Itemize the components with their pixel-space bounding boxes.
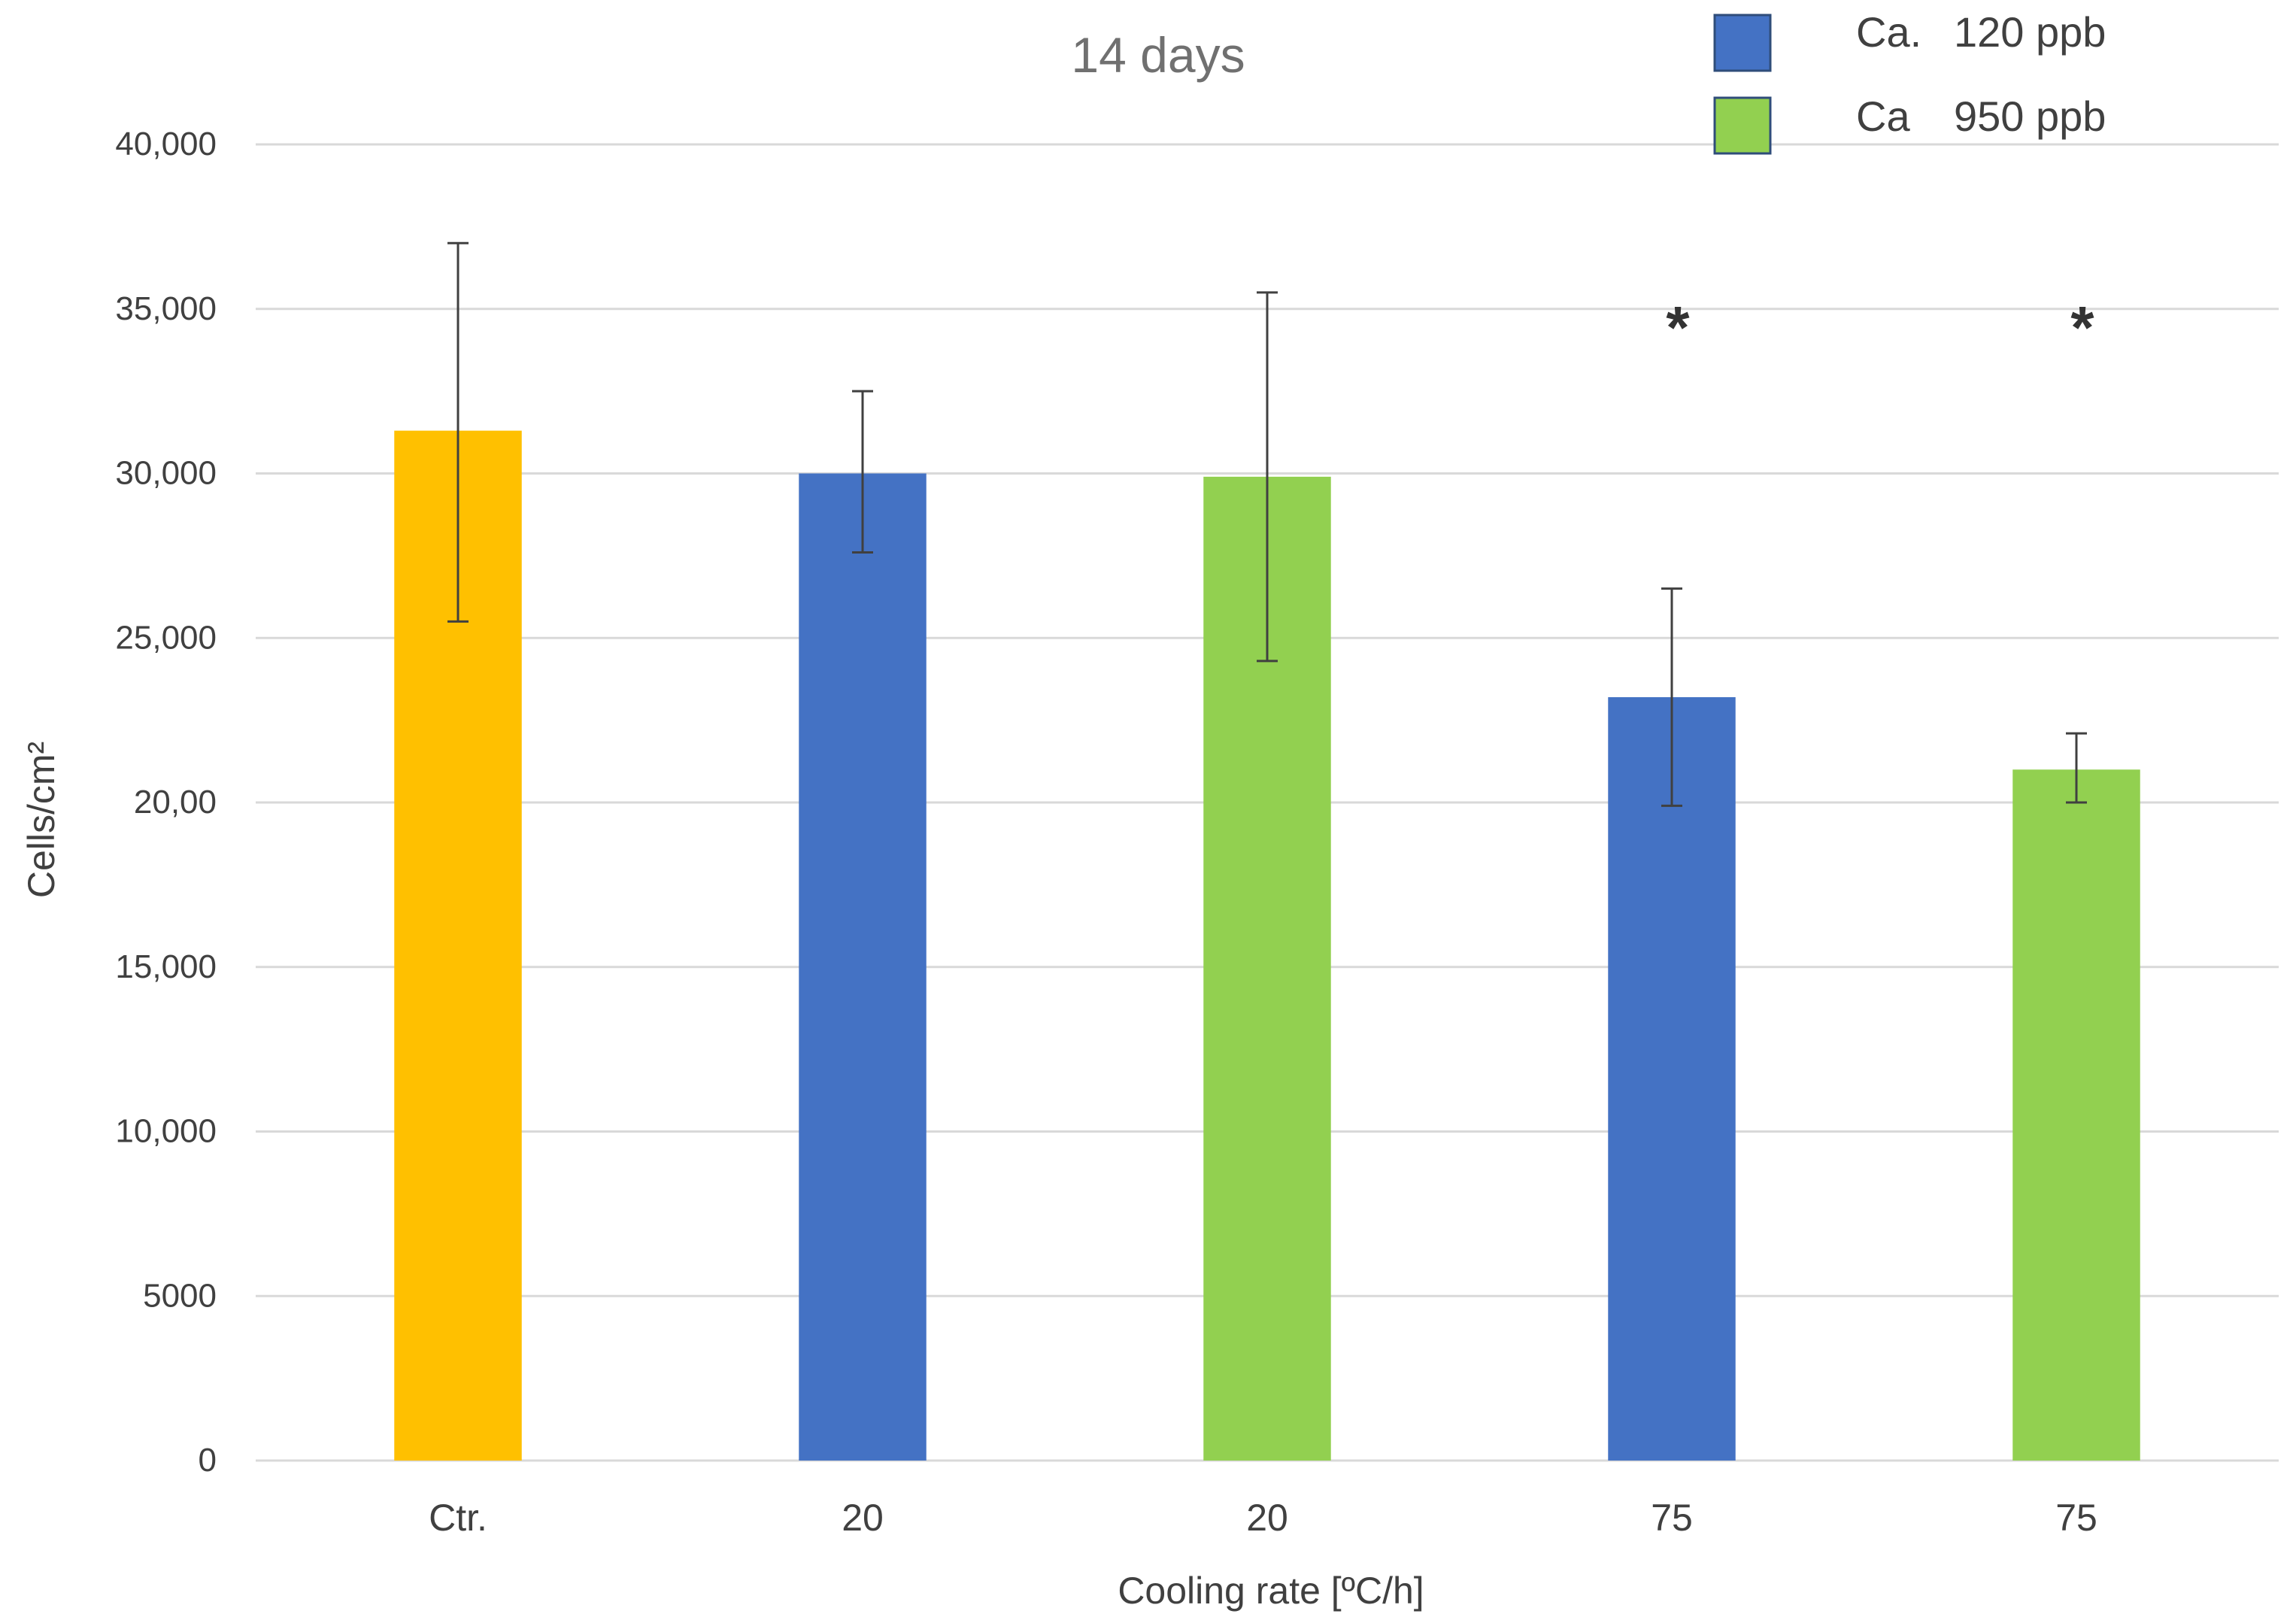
x-tick-label: 20 <box>842 1497 884 1539</box>
legend-label-value-950ppb: 950 ppb <box>1954 93 2106 140</box>
x-tick-label: 75 <box>2055 1497 2097 1539</box>
y-tick-label: 20,00 <box>134 784 217 821</box>
legend-swatch-120ppb <box>1713 14 1772 72</box>
y-tick-label: 25,000 <box>115 619 217 656</box>
significance-markers: * * <box>1666 294 2094 361</box>
legend: Ca. 120 ppb Ca 950 ppb <box>1713 8 2106 155</box>
chart-title: 14 days <box>1071 27 1245 83</box>
legend-swatch-950ppb <box>1713 96 1772 155</box>
legend-label-value-120ppb: 120 ppb <box>1954 8 2106 56</box>
x-tick-label: 75 <box>1651 1497 1693 1539</box>
significance-marker: * <box>2070 294 2094 361</box>
bar <box>2012 769 2140 1461</box>
y-axis-label: Cells/cm² <box>20 742 62 898</box>
significance-marker: * <box>1666 294 1690 361</box>
x-tick-label: 20 <box>1246 1497 1288 1539</box>
x-axis-label: Cooling rate [ºC/h] <box>1118 1570 1424 1612</box>
y-tick-label: 30,000 <box>115 455 217 492</box>
legend-label-prefix-950ppb: Ca <box>1856 93 1910 140</box>
error-bars <box>447 241 2087 807</box>
y-tick-label: 10,000 <box>115 1113 217 1150</box>
y-tick-label: 35,000 <box>115 290 217 327</box>
y-tick-label: 40,000 <box>115 126 217 162</box>
bar <box>799 473 927 1461</box>
x-axis-ticks: Ctr. 20 20 75 75 <box>429 1497 2097 1539</box>
x-tick-label: Ctr. <box>429 1497 487 1539</box>
y-axis-ticks: 0 5000 10,000 15,000 20,00 25,000 30,000 35,000… <box>115 126 217 1479</box>
y-tick-label: 5000 <box>143 1277 217 1314</box>
y-tick-label: 15,000 <box>115 948 217 985</box>
bar <box>1608 697 1736 1461</box>
legend-label-prefix-120ppb: Ca. <box>1856 8 1921 56</box>
y-tick-label: 0 <box>199 1442 217 1479</box>
